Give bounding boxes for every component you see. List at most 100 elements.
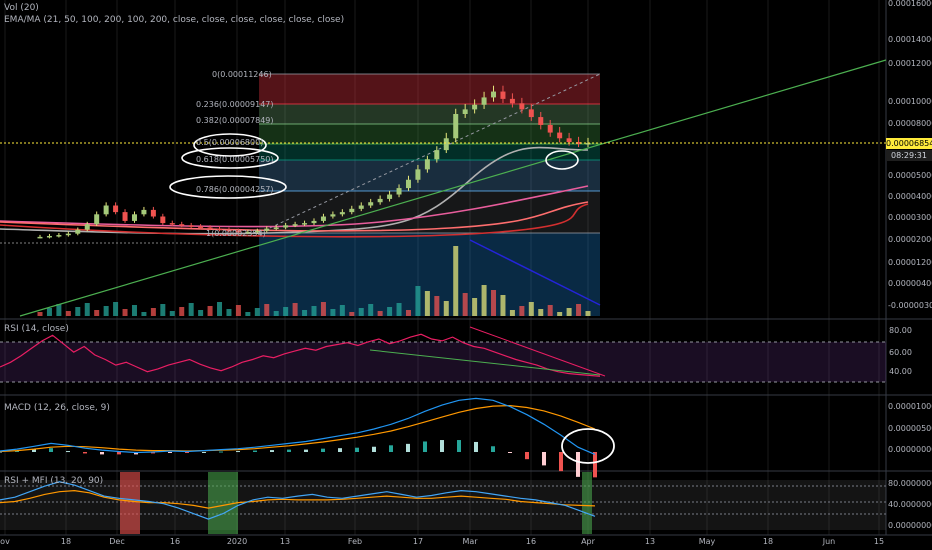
price-candles: [37, 85, 591, 239]
candle-body: [160, 216, 166, 224]
candle-body: [131, 214, 137, 221]
volume-bar: [65, 311, 71, 316]
volume-bar: [122, 309, 128, 316]
volume-bar: [368, 304, 374, 316]
uptrend-line: [19, 59, 887, 317]
macd-hist: [83, 452, 87, 454]
y-tick: 0.00014000: [888, 35, 932, 44]
candle-body: [207, 227, 213, 230]
mfi-y-tick: 40.00000000: [888, 500, 932, 509]
mfi-y-tick: 80.00000000: [888, 479, 932, 488]
macd-hist: [185, 452, 189, 453]
candle-body: [453, 114, 459, 139]
candle-body: [462, 109, 468, 114]
macd-hist: [100, 452, 104, 455]
signal-line: [0, 404, 596, 453]
candle-body: [56, 235, 62, 237]
candle-body: [235, 230, 241, 233]
candle-body: [103, 205, 109, 215]
candle-body: [405, 179, 411, 189]
volume-bar: [94, 310, 100, 316]
macd-hist: [406, 443, 410, 452]
macd-hist: [117, 452, 121, 455]
candle-body: [585, 143, 591, 145]
candle-body: [349, 208, 355, 213]
macd-hist: [338, 448, 342, 452]
fib-diagonal: [258, 73, 601, 234]
volume-bar: [405, 310, 411, 316]
candle-body: [387, 194, 393, 199]
volume-bar: [84, 303, 90, 316]
candle-body: [491, 91, 497, 98]
candle-body: [509, 98, 515, 104]
volume-bar: [131, 305, 137, 316]
vol-label[interactable]: Vol (20): [4, 3, 39, 13]
current-price-tag: 0.00006854: [886, 138, 932, 149]
x-tick: 2020: [226, 537, 248, 546]
volume-bar: [500, 295, 506, 316]
candle-body: [113, 205, 119, 213]
trend-lines: [0, 59, 887, 317]
macd-hist: [593, 452, 597, 478]
candle-body: [122, 212, 128, 221]
rsi-label[interactable]: RSI (14, close): [4, 324, 69, 334]
rsi-y-tick: 60.00: [889, 348, 912, 357]
candle-body: [46, 235, 52, 238]
macd-label[interactable]: MACD (12, 26, close, 9): [4, 403, 110, 413]
candle-body: [320, 216, 326, 221]
macd-hist: [219, 451, 223, 453]
ema-label[interactable]: EMA/MA (21, 50, 100, 200, 100, 200, clos…: [4, 15, 345, 25]
x-tick: 13: [279, 537, 291, 546]
volume-bar: [528, 302, 534, 316]
macd-hist: [66, 451, 70, 453]
volume-bar: [113, 302, 119, 316]
candle-body: [94, 214, 100, 225]
macd-hist: [491, 446, 495, 452]
fib-zone: [259, 144, 600, 160]
x-tick: 16: [169, 537, 181, 546]
volume-bar: [235, 305, 241, 316]
volume-bar: [56, 304, 62, 316]
volume-bar: [434, 296, 440, 316]
rsi-band: [0, 342, 886, 382]
mfi-y-tick: 0.00000000: [888, 521, 932, 530]
rsi-line: [0, 333, 601, 377]
macd-hist: [49, 448, 53, 452]
ma-line: [0, 203, 589, 238]
candle-body: [292, 224, 298, 226]
fib-label-500: 0.5(0.00006800): [196, 138, 264, 147]
y-tick: 0.00004000: [888, 192, 932, 201]
candle-body: [443, 138, 449, 151]
macd-hist: [440, 440, 444, 452]
fib-label-0: 0(0.00011246): [212, 70, 272, 79]
x-tick: 16: [525, 537, 537, 546]
macd-hist: [321, 448, 325, 452]
mfi-zone: [120, 472, 140, 534]
candle-body: [217, 228, 223, 231]
candle-body: [37, 236, 43, 239]
macd-hist: [508, 452, 512, 453]
volume-bar: [264, 304, 270, 316]
volume-bar: [453, 246, 459, 316]
candle-body: [302, 223, 308, 225]
rsi-resistance: [469, 326, 606, 377]
x-tick: 18: [762, 537, 774, 546]
fib-zone: [259, 74, 600, 104]
candle-body: [150, 209, 156, 217]
volume-bar: [377, 311, 383, 316]
volume-bar: [462, 293, 468, 316]
x-tick: Apr: [581, 537, 595, 546]
candle-body: [547, 124, 553, 133]
candle-body: [264, 228, 270, 231]
macd-hist: [355, 447, 359, 452]
volume-bar: [179, 307, 185, 316]
volume-bar: [491, 290, 497, 316]
volume-bar: [557, 312, 563, 316]
candle-body: [226, 229, 232, 232]
ma-line: [0, 201, 589, 232]
volume-bar: [396, 303, 402, 316]
volume-bar: [538, 309, 544, 316]
fib-label-786: 0.786(0.00004257): [196, 185, 274, 194]
rsimfi-label[interactable]: RSI + MFI (13, 20, 90): [4, 476, 104, 486]
candle-body: [75, 229, 81, 234]
